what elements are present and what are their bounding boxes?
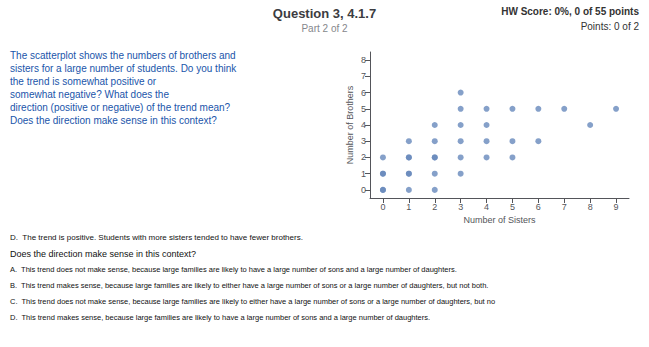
svg-text:D. The trend is positive. Stu: D. The trend is positive. Students with … [10,233,303,242]
svg-text:9: 9 [614,202,619,212]
svg-text:The scatterplot shows the numb: The scatterplot shows the numbers of bro… [10,50,236,61]
svg-text:1: 1 [406,202,411,212]
svg-text:direction (positive or negativ: direction (positive or negative) of the … [10,102,231,113]
svg-text:A. This trend does not make s: A. This trend does not make sense, becau… [10,265,457,274]
svg-text:C. This trend does not make s: C. This trend does not make sense, becau… [10,297,495,306]
svg-text:2: 2 [361,152,366,162]
svg-text:Question 3, 4.1.7: Question 3, 4.1.7 [273,6,376,21]
svg-text:the trend is somewhat positive: the trend is somewhat positive or [10,76,157,87]
svg-text:somewhat negative? What does t: somewhat negative? What does the [10,89,169,100]
svg-text:0: 0 [380,202,385,212]
svg-text:Does the direction make sense: Does the direction make sense in this co… [10,115,217,126]
svg-text:4: 4 [484,202,489,212]
svg-text:6: 6 [361,88,366,98]
svg-text:3: 3 [458,202,463,212]
svg-text:B. This trend makes sense, be: B. This trend makes sense, because large… [10,281,488,290]
svg-text:Number of Brothers: Number of Brothers [345,85,355,164]
svg-text:5: 5 [510,202,515,212]
svg-text:Part 2 of 2: Part 2 of 2 [301,23,348,34]
svg-text:sisters for a large number of: sisters for a large number of students. … [10,63,237,74]
svg-text:4: 4 [361,120,366,130]
svg-text:D. This trend makes sense, be: D. This trend makes sense, because large… [10,313,430,322]
svg-text:Number of Sisters: Number of Sisters [463,215,536,225]
svg-text:6: 6 [536,202,541,212]
svg-text:0: 0 [361,185,366,195]
svg-text:7: 7 [562,202,567,212]
svg-text:5: 5 [361,104,366,114]
svg-text:HW Score: 0%, 0 of 55 points: HW Score: 0%, 0 of 55 points [501,6,639,17]
svg-text:2: 2 [432,202,437,212]
svg-text:7: 7 [361,71,366,81]
svg-text:Does the direction make sense: Does the direction make sense in this co… [10,249,196,259]
svg-text:1: 1 [361,169,366,179]
svg-text:8: 8 [588,202,593,212]
svg-text:Points: 0 of 2: Points: 0 of 2 [581,21,640,32]
svg-text:3: 3 [361,136,366,146]
svg-text:8: 8 [361,55,366,65]
